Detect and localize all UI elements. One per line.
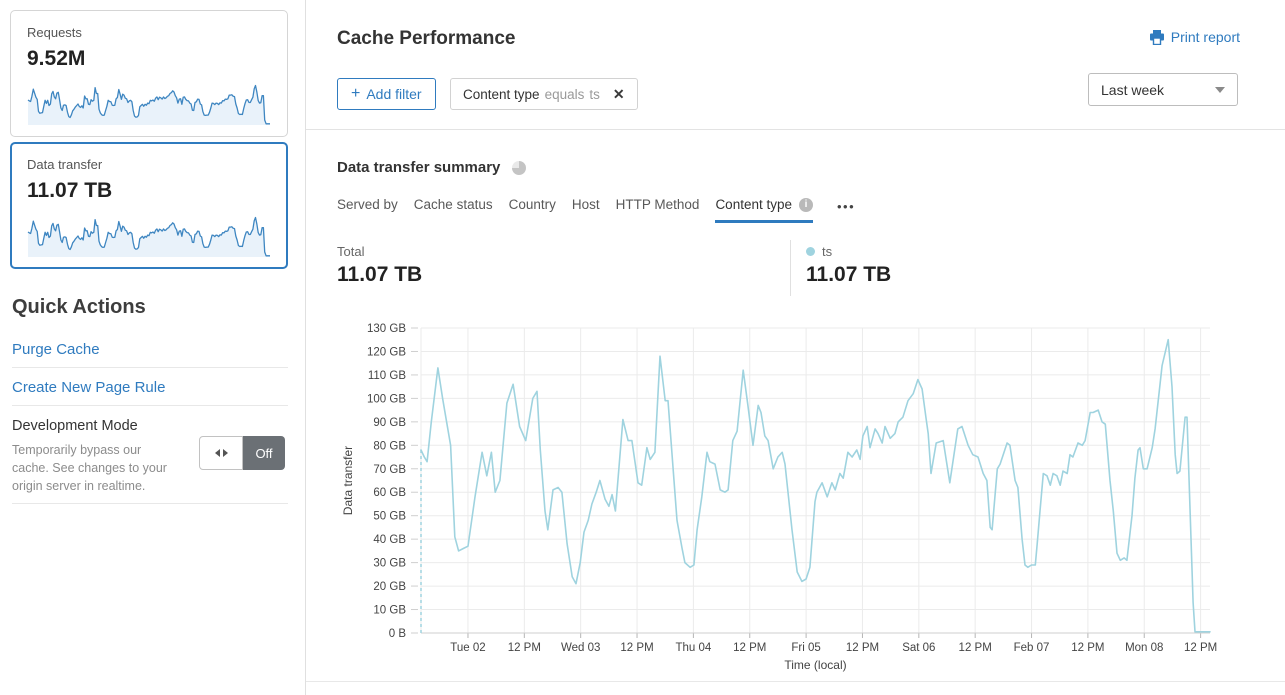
x-tick-label: Wed 03 <box>561 642 600 654</box>
requests-card[interactable]: Requests 9.52M <box>10 10 288 137</box>
create-page-rule-link[interactable]: Create New Page Rule <box>12 379 166 396</box>
development-mode-toggle[interactable]: Off <box>199 436 285 470</box>
purge-cache-link[interactable]: Purge Cache <box>12 341 100 358</box>
divider <box>790 240 791 296</box>
y-tick-label: 60 GB <box>373 487 406 499</box>
add-filter-label: Add filter <box>366 86 422 102</box>
divider <box>12 405 288 406</box>
y-tick-label: 0 B <box>389 628 407 640</box>
chevron-down-icon <box>1215 86 1225 93</box>
filter-field: Content type <box>463 86 540 102</box>
series-color-dot <box>806 247 815 256</box>
sparkline-line <box>27 216 270 257</box>
divider <box>306 129 1285 130</box>
tab-country[interactable]: Country <box>509 197 556 220</box>
data-transfer-time-series-chart[interactable]: 0 B 10 GB 20 GB 30 GB 40 GB 50 GB 60 GB 70 GB 80… <box>306 315 1285 679</box>
x-tick-label: 12 PM <box>620 642 653 654</box>
x-tick-label: 12 PM <box>959 642 992 654</box>
x-tick-label: Mon 08 <box>1125 642 1163 654</box>
more-tabs-icon[interactable]: ••• <box>837 199 856 214</box>
date-range-value: Last week <box>1101 81 1165 98</box>
summary-title-row: Data transfer summary <box>337 159 527 176</box>
divider <box>12 367 288 368</box>
summary-title: Data transfer summary <box>337 159 501 176</box>
y-tick-label: 20 GB <box>373 581 406 593</box>
data-transfer-card-value: 11.07 TB <box>27 179 113 202</box>
toggle-arrows-icon <box>199 436 243 470</box>
x-tick-label: 12 PM <box>1071 642 1104 654</box>
sparkline-area <box>28 217 270 257</box>
requests-card-value: 9.52M <box>27 47 86 70</box>
ts-series-line <box>420 338 1211 633</box>
tab-cache-status[interactable]: Cache status <box>414 197 493 220</box>
tab-label: Served by <box>337 197 398 212</box>
print-report-link[interactable]: Print report <box>1149 29 1240 45</box>
plus-icon: + <box>351 85 361 102</box>
x-tick-label: Thu 04 <box>675 642 711 654</box>
y-tick-label: 130 GB <box>367 323 406 335</box>
data-transfer-card[interactable]: Data transfer 11.07 TB <box>10 142 288 269</box>
divider <box>306 681 1285 682</box>
y-tick-label: 10 GB <box>373 605 406 617</box>
x-tick-label: Sat 06 <box>902 642 935 654</box>
x-tick-label: Tue 02 <box>450 642 485 654</box>
y-tick-label: 40 GB <box>373 534 406 546</box>
data-transfer-card-label: Data transfer <box>27 157 103 172</box>
add-filter-button[interactable]: + Add filter <box>337 78 436 110</box>
toggle-state-label: Off <box>243 436 285 470</box>
filter-value: ts <box>589 86 600 102</box>
page-title: Cache Performance <box>337 28 516 49</box>
x-axis-title: Time (local) <box>784 658 846 672</box>
divider <box>12 503 288 504</box>
filter-chip[interactable]: Content type equals ts ✕ <box>450 78 638 110</box>
date-range-select[interactable]: Last week <box>1088 73 1238 106</box>
tab-content-type[interactable]: Content type i <box>715 197 813 223</box>
requests-sparkline-chart <box>27 84 270 125</box>
x-tick-label: 12 PM <box>733 642 766 654</box>
sidebar: Requests 9.52M Data transfer 11.07 TB Qu… <box>0 0 306 695</box>
x-tick-label: 12 PM <box>1184 642 1217 654</box>
x-tick-label: 12 PM <box>508 642 541 654</box>
y-tick-label: 50 GB <box>373 511 406 523</box>
tab-served-by[interactable]: Served by <box>337 197 398 220</box>
x-tick-label: Feb 07 <box>1014 642 1050 654</box>
tab-host[interactable]: Host <box>572 197 600 220</box>
y-tick-label: 80 GB <box>373 440 406 452</box>
y-tick-label: 110 GB <box>368 370 406 382</box>
x-tick-label: Fri 05 <box>791 642 820 654</box>
info-icon[interactable]: i <box>799 197 813 212</box>
y-tick-label: 30 GB <box>373 558 406 570</box>
data-transfer-sparkline-chart <box>27 216 270 257</box>
tab-label: Content type <box>715 197 792 212</box>
tab-label: Country <box>508 197 556 212</box>
y-tick-label: 90 GB <box>373 417 406 429</box>
series-name: ts <box>822 244 833 259</box>
dimension-tabs: Served by Cache status Country Host HTTP Met… <box>337 197 855 223</box>
tab-http-method[interactable]: HTTP Method <box>616 197 700 220</box>
y-tick-label: 100 GB <box>367 393 406 405</box>
total-label: Total <box>337 244 365 259</box>
tab-label: Cache status <box>413 197 493 212</box>
total-value: 11.07 TB <box>337 263 423 286</box>
y-axis-title: Data transfer <box>341 446 355 515</box>
series-value: 11.07 TB <box>806 263 892 286</box>
development-mode-description: Temporarily bypass our cache. See change… <box>12 443 167 493</box>
printer-icon <box>1149 29 1164 45</box>
legend-item-ts[interactable]: ts <box>806 244 832 259</box>
print-report-label: Print report <box>1170 29 1240 45</box>
tab-label: Host <box>571 197 600 212</box>
filter-operator: equals <box>544 86 585 102</box>
tab-label: HTTP Method <box>615 197 700 212</box>
quick-actions-heading: Quick Actions <box>12 296 146 318</box>
y-tick-label: 70 GB <box>373 464 406 476</box>
sparkline-area <box>28 85 270 125</box>
development-mode-label: Development Mode <box>12 418 138 434</box>
y-tick-label: 120 GB <box>367 346 406 358</box>
loading-pie-icon <box>512 160 527 175</box>
x-tick-label: 12 PM <box>846 642 879 654</box>
requests-card-label: Requests <box>27 25 82 40</box>
remove-filter-icon[interactable]: ✕ <box>612 85 625 102</box>
sparkline-line <box>27 84 270 125</box>
